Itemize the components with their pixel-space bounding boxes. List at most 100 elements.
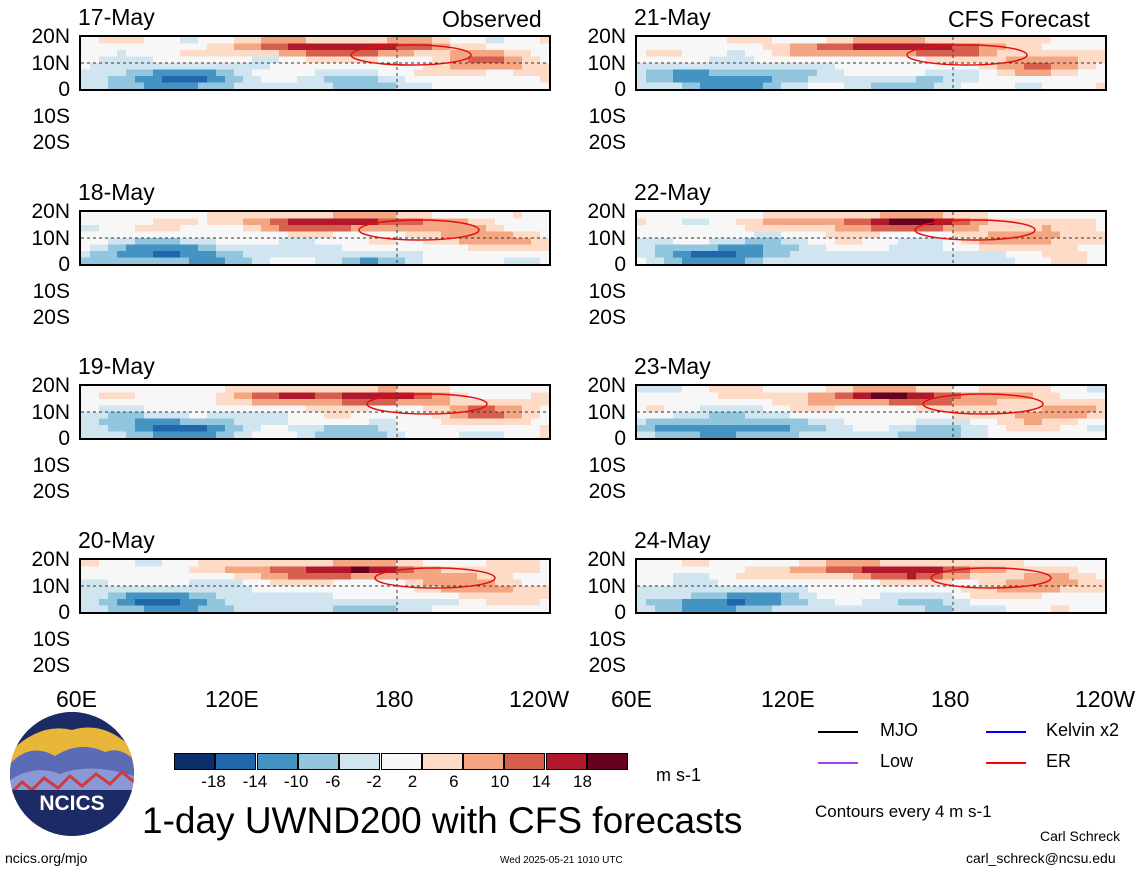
colorbar-tick-label: -14 <box>242 772 268 791</box>
lat-tick-label: 20S <box>32 480 70 503</box>
colorbar-box <box>174 753 215 770</box>
lat-tick-label: 20N <box>31 374 70 397</box>
lon-label-left-60e: 60E <box>56 686 97 712</box>
panel-date-left-2: 18-May <box>78 179 155 205</box>
lat-tick-label: 10N <box>31 400 70 424</box>
colorbar-box <box>421 753 463 770</box>
lon-label-right-60e: 60E <box>611 686 652 712</box>
lat-tick-label: 10S <box>588 453 626 477</box>
lat-tick-label: 20S <box>588 131 626 154</box>
lon-label-left-120w: 120W <box>509 686 570 712</box>
lat-tick-label: 20N <box>31 200 70 223</box>
lat-tick-label: 0 <box>58 427 70 450</box>
panel-date-right-1: 21-May <box>634 4 711 30</box>
heatmap-panel-right-1 <box>635 35 1107 91</box>
lat-tick-label: 10N <box>31 574 70 598</box>
heatmap-field <box>81 560 549 612</box>
observed-header: Observed <box>442 6 542 32</box>
heatmap-field <box>637 560 1105 612</box>
heatmap-panel-right-2 <box>635 210 1107 266</box>
lon-label-left-180: 180 <box>375 686 414 712</box>
colorbar-tick-label: -18 <box>201 772 226 791</box>
colorbar-box <box>587 753 628 770</box>
lat-tick-label: 10S <box>588 104 626 128</box>
contour-note: Contours every 4 m s-1 <box>815 802 992 821</box>
heatmap-panel-left-1 <box>79 35 551 91</box>
lat-tick-label: 0 <box>614 427 626 450</box>
colorbar-box <box>380 753 422 770</box>
lat-tick-label: 10S <box>588 627 626 651</box>
lat-tick-label: 0 <box>58 601 70 624</box>
author-name: Carl Schreck <box>1040 828 1121 844</box>
lat-tick-label: 20N <box>587 374 626 397</box>
colorbar-box <box>297 753 339 770</box>
lat-tick-label: 20N <box>31 25 70 48</box>
site-link[interactable]: ncics.org/mjo <box>5 850 88 866</box>
heatmap-field <box>637 37 1105 89</box>
colorbar-box <box>463 753 505 770</box>
lat-tick-label: 20S <box>588 480 626 503</box>
heatmap-field <box>81 386 549 438</box>
ncics-logo: NCICS <box>10 712 134 836</box>
cfs-forecast-header: CFS Forecast <box>948 6 1090 32</box>
colorbar-box <box>339 753 381 770</box>
heatmap-panel-left-4 <box>79 558 551 614</box>
heatmap-field <box>81 212 549 264</box>
lat-tick-label: 10N <box>587 400 626 424</box>
chart-title: 1-day UWND200 with CFS forecasts <box>142 800 743 841</box>
heatmap-panel-right-3 <box>635 384 1107 440</box>
lon-label-right-120e: 120E <box>761 686 815 712</box>
lat-tick-label: 20S <box>588 306 626 329</box>
legend-mjo-line <box>818 731 858 733</box>
lat-tick-label: 0 <box>614 78 626 101</box>
lat-tick-label: 10N <box>31 226 70 250</box>
lat-tick-label: 0 <box>58 253 70 276</box>
lat-tick-label: 20N <box>587 200 626 223</box>
lat-tick-label: 10S <box>588 279 626 303</box>
lat-tick-label: 10N <box>31 51 70 75</box>
panel-date-right-3: 23-May <box>634 353 711 379</box>
colorbar-tick-label: 6 <box>449 772 459 791</box>
legend-er-label: ER <box>1046 751 1072 771</box>
lat-tick-label: 20S <box>32 131 70 154</box>
legend-er-line <box>986 762 1026 764</box>
colorbar-box <box>504 753 546 770</box>
panel-date-right-2: 22-May <box>634 179 711 205</box>
lat-tick-label: 20N <box>31 548 70 571</box>
heatmap-panel-left-3 <box>79 384 551 440</box>
colorbar-tick-label: 14 <box>531 772 551 791</box>
lat-tick-label: 20N <box>587 25 626 48</box>
panel-date-right-4: 24-May <box>634 527 711 553</box>
lat-tick-label: 10N <box>587 51 626 75</box>
colorbar-tick-label: -2 <box>366 772 382 791</box>
lat-tick-label: 0 <box>614 601 626 624</box>
colorbar-tick-label: 18 <box>573 772 592 791</box>
lon-label-right-180: 180 <box>931 686 970 712</box>
author-email[interactable]: carl_schreck@ncsu.edu <box>966 850 1116 866</box>
heatmap-field <box>637 386 1105 438</box>
heatmap-panel-left-2 <box>79 210 551 266</box>
lat-tick-label: 0 <box>614 253 626 276</box>
legend-kelvin-line <box>986 731 1026 733</box>
colorbar-tick-label: 10 <box>490 772 510 791</box>
legend-low-line <box>818 762 858 764</box>
panel-date-left-3: 19-May <box>78 353 155 379</box>
lat-tick-label: 10S <box>32 453 70 477</box>
lon-label-left-120e: 120E <box>205 686 259 712</box>
lat-tick-label: 0 <box>58 78 70 101</box>
legend-kelvin-label: Kelvin x2 <box>1046 720 1120 740</box>
lat-tick-label: 20N <box>587 548 626 571</box>
timestamp: Wed 2025-05-21 1010 UTC <box>500 855 623 866</box>
lat-tick-label: 20S <box>588 654 626 677</box>
panel-date-left-4: 20-May <box>78 527 155 553</box>
colorbar-box <box>215 753 257 770</box>
lat-tick-label: 20S <box>32 306 70 329</box>
lon-label-right-120w: 120W <box>1075 686 1135 712</box>
lat-tick-label: 10S <box>32 627 70 651</box>
heatmap-field <box>637 212 1105 264</box>
legend-low-label: Low <box>880 751 914 771</box>
colorbar-tick-label: -10 <box>283 772 309 791</box>
colorbar-box <box>545 753 587 770</box>
logo-text: NCICS <box>39 792 105 815</box>
units-label: m s-1 <box>656 765 701 785</box>
